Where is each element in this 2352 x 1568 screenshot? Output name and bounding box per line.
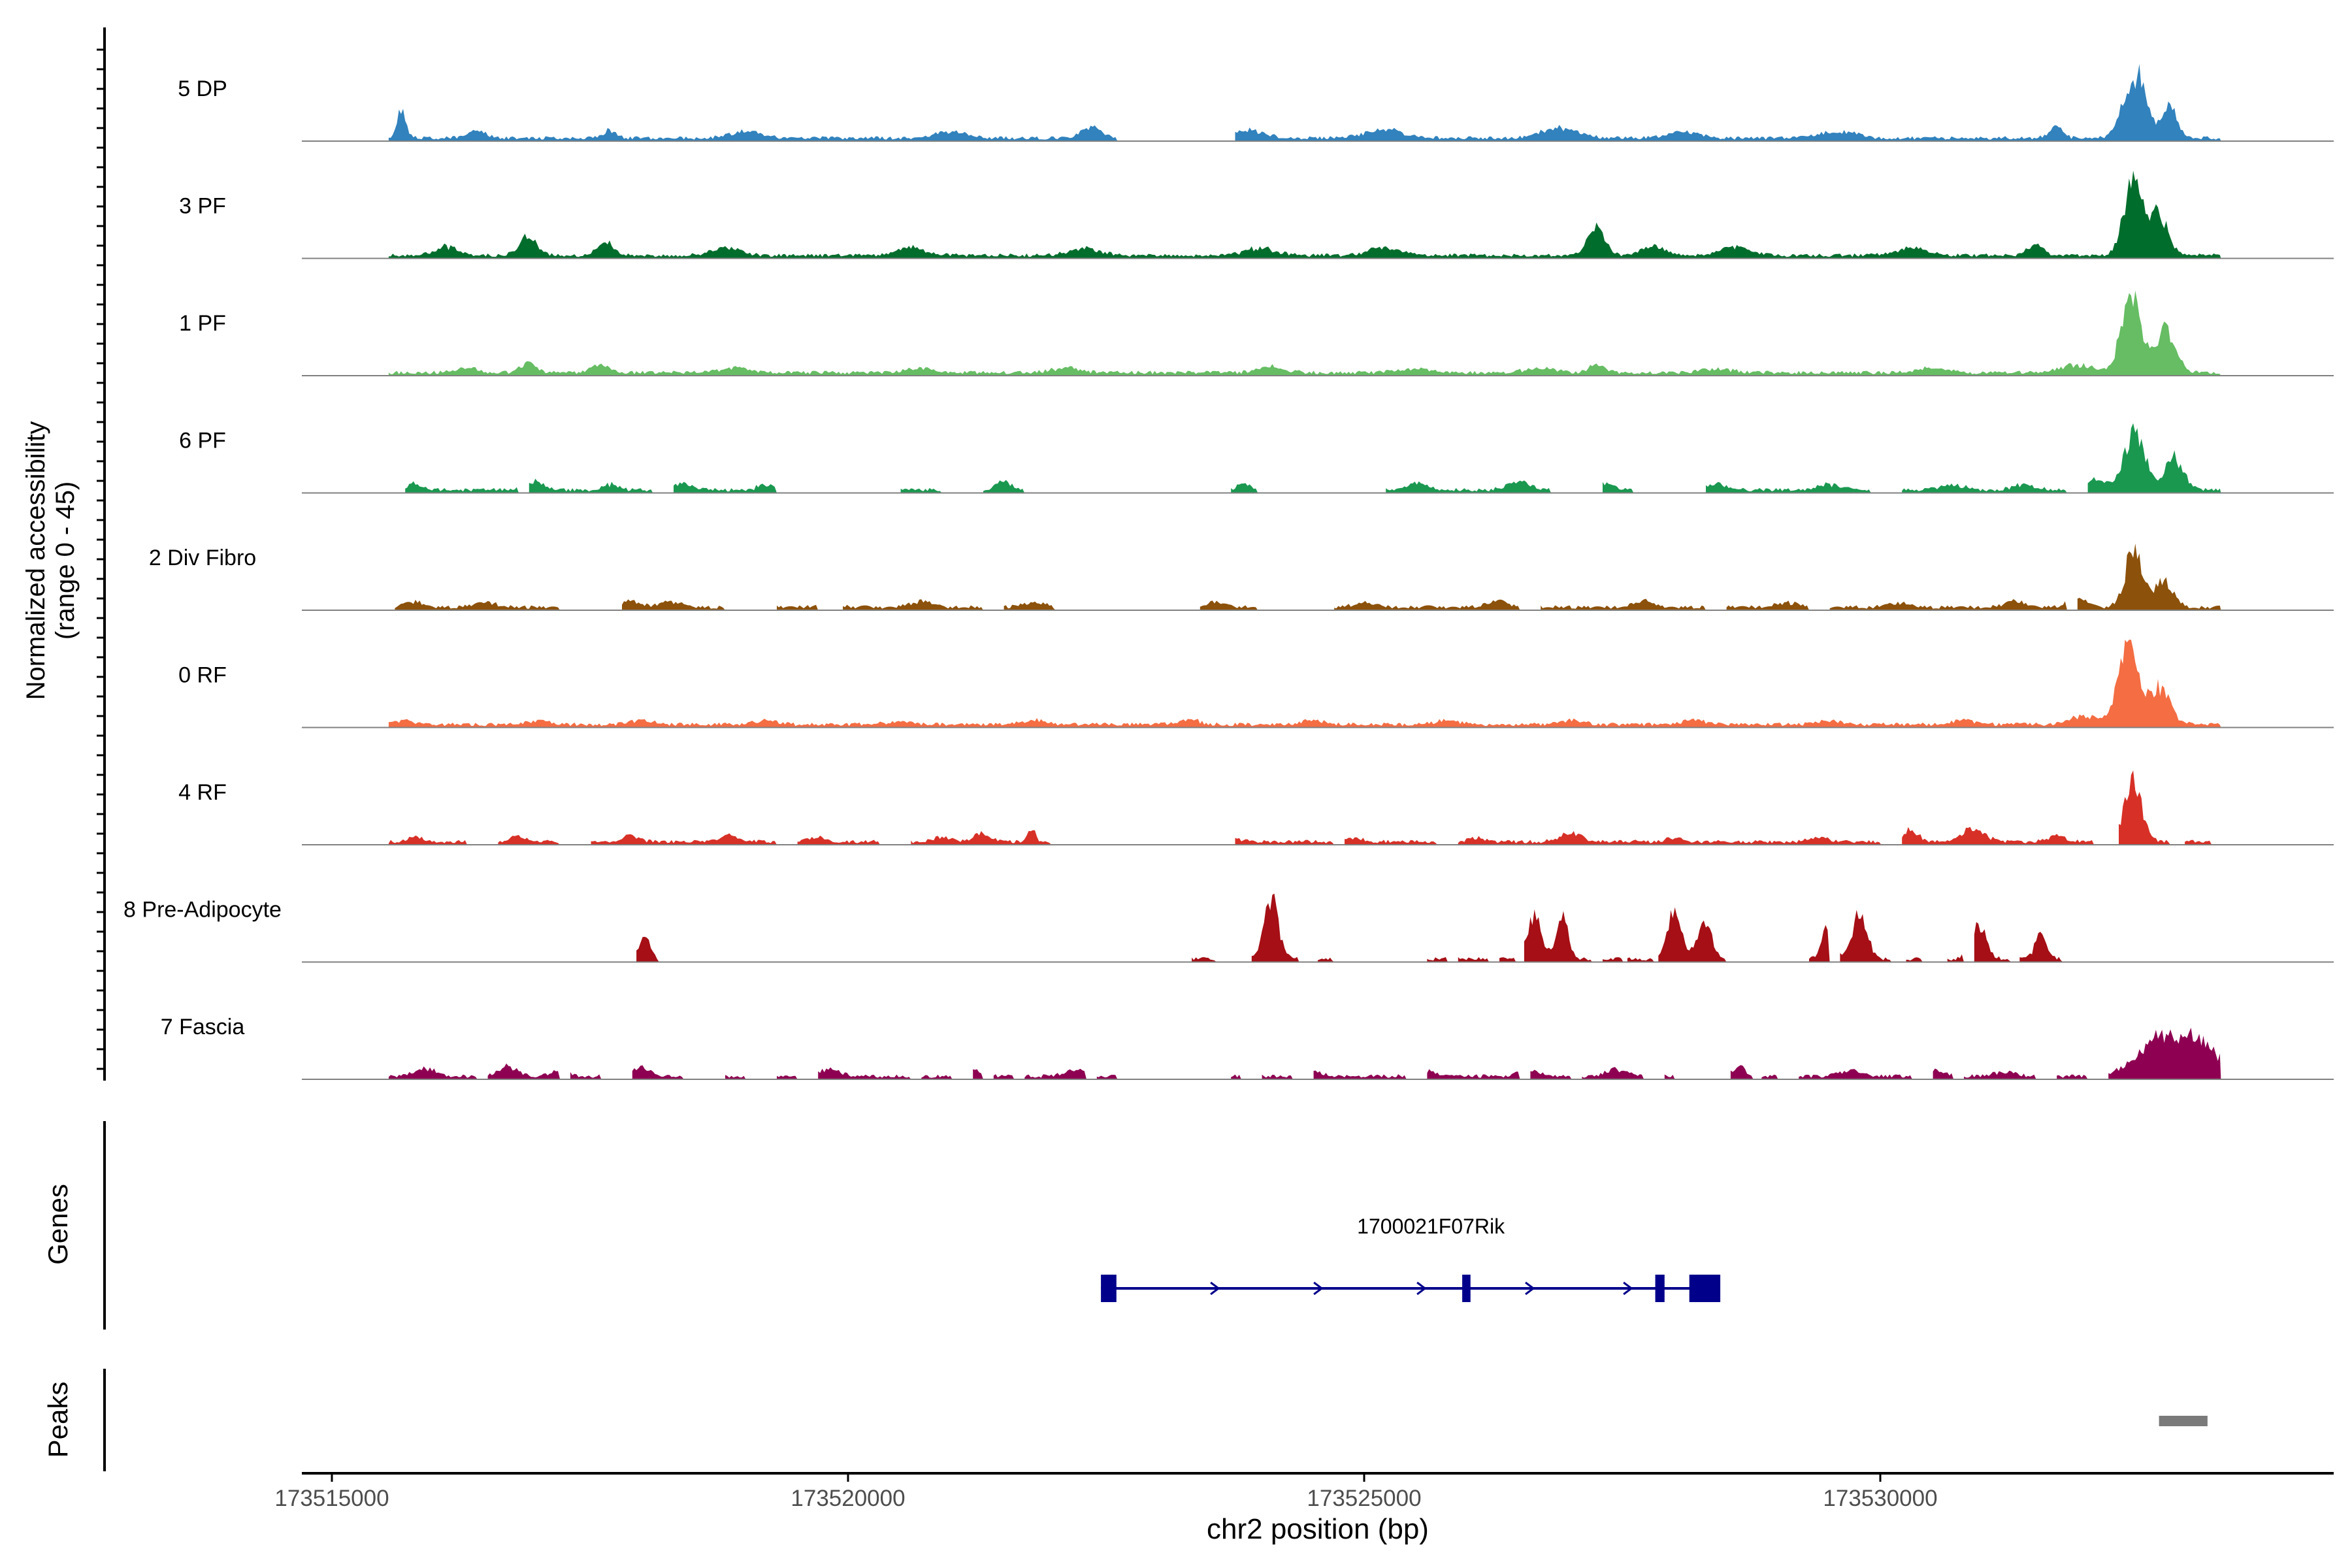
coverage-area: [636, 893, 2063, 962]
peaks-panel: Peaks: [42, 1369, 2208, 1471]
gene-name: 1700021F07Rik: [1357, 1215, 1505, 1238]
peak-region: [2159, 1416, 2208, 1426]
gene-exon: [1462, 1275, 1471, 1302]
coverage-area: [395, 543, 2221, 610]
strand-arrow: [1313, 1281, 1324, 1296]
coverage-tracks: 5 DP 3 PF 1 PF 6 PF 2 Div Fibro 0 RF 4 RF 8 Pre…: [123, 63, 2334, 1080]
y-axis-title-line1: Normalized accessibility: [22, 421, 50, 700]
strand-arrow: [1623, 1281, 1633, 1296]
track-8-pre-adipocyte: 8 Pre-Adipocyte: [123, 893, 2334, 963]
genes-label: Genes: [42, 1184, 73, 1265]
strand-arrow: [1525, 1281, 1535, 1296]
track-label: 8 Pre-Adipocyte: [123, 898, 282, 923]
x-tick-label: 173520000: [791, 1486, 905, 1511]
track-label: 6 PF: [179, 429, 226, 453]
x-tick-label: 173525000: [1307, 1486, 1421, 1511]
coverage-area: [388, 171, 2221, 259]
gene-exon: [1689, 1275, 1721, 1302]
x-axis-title: chr2 position (bp): [1207, 1513, 1429, 1545]
track-7-fascia: 7 Fascia: [161, 1015, 2334, 1080]
track-label: 0 RF: [178, 663, 227, 688]
track-0-rf: 0 RF: [178, 640, 2334, 728]
coverage-area: [388, 1028, 2221, 1079]
coverage-area: [388, 63, 2221, 141]
gene-model: 1700021F07Rik: [1101, 1215, 1721, 1302]
track-label: 7 Fascia: [161, 1015, 245, 1039]
strand-arrow: [1210, 1281, 1220, 1296]
track-label: 3 PF: [179, 194, 226, 219]
x-tick-label: 173515000: [274, 1486, 389, 1511]
gene-exon: [1655, 1275, 1665, 1302]
coverage-area: [388, 640, 2221, 728]
peaks-label: Peaks: [42, 1382, 73, 1458]
track-label: 5 DP: [178, 76, 227, 101]
track-label: 2 Div Fibro: [149, 546, 256, 570]
track-label: 1 PF: [179, 311, 226, 336]
coverage-area: [388, 770, 2212, 845]
track-5-dp: 5 DP: [178, 63, 2334, 142]
track-2-div-fibro: 2 Div Fibro: [149, 543, 2334, 611]
x-tick-label: 173530000: [1823, 1486, 1937, 1511]
gene-exon: [1101, 1275, 1117, 1302]
y-axis: [97, 27, 106, 1081]
track-1-pf: 1 PF: [179, 290, 2334, 376]
x-axis: 173515000 173520000 173525000 173530000: [274, 1472, 2334, 1511]
genes-panel: Genes 1700021F07Rik: [42, 1121, 1721, 1330]
track-4-rf: 4 RF: [178, 770, 2334, 845]
y-axis-title-line2: (range 0 - 45): [51, 482, 80, 640]
strand-arrow: [1107, 1281, 1117, 1296]
track-3-pf: 3 PF: [179, 171, 2334, 259]
strand-arrow: [1416, 1281, 1427, 1296]
track-6-pf: 6 PF: [179, 423, 2334, 494]
track-label: 4 RF: [178, 780, 227, 805]
coverage-area: [405, 423, 2221, 493]
coverage-area: [388, 290, 2221, 376]
